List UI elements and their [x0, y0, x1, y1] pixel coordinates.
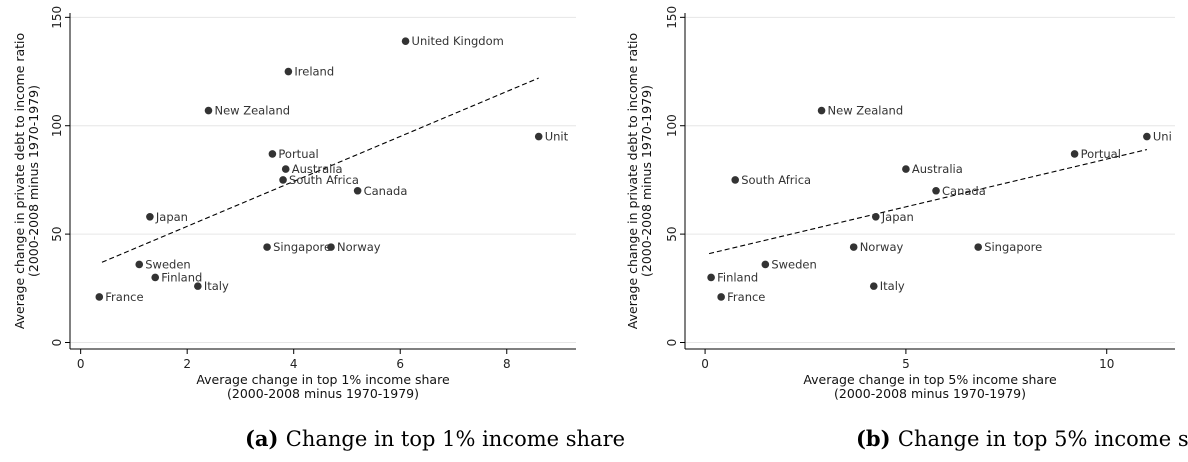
data-point-label: Finland	[717, 270, 758, 284]
data-point-label: Uni	[1153, 130, 1172, 144]
data-point	[717, 293, 725, 301]
panel-a-chart: 0 50 100 150 0 2 4 6 8 Average change in top 1% i…	[12, 6, 625, 451]
data-point-label: Sweden	[145, 257, 190, 271]
data-point	[194, 282, 202, 290]
caption-tag: (b)	[856, 426, 898, 451]
data-point	[869, 282, 878, 290]
y-axis-subtitle: (2000-2008 minus 1970-1979)	[26, 85, 41, 277]
x-tick-label: 8	[503, 357, 511, 371]
data-point-label: Australia	[292, 162, 343, 176]
data-point-label: Unit	[545, 130, 569, 144]
data-point-label: Japan	[881, 210, 914, 224]
y-tick-label: 0	[50, 339, 64, 347]
plot-area: New Zealand Uni Portual Australia South Afri…	[707, 104, 1172, 304]
data-point	[707, 273, 715, 282]
data-point-label: Norway	[337, 240, 381, 254]
plot-area: United Kingdom Ireland New Zealand Unit Port…	[95, 34, 569, 304]
y-axis-title: Average change in private debt to income…	[625, 33, 640, 329]
data-point-label: Portual	[1081, 147, 1121, 161]
data-point-label: Japan	[155, 210, 188, 224]
x-tick-label: 0	[701, 357, 709, 371]
data-point	[871, 212, 880, 221]
panel-b-chart: 0 50 100 150 0 5 10 Average change in top 5% in…	[625, 6, 1188, 451]
data-point	[146, 212, 154, 221]
data-point	[731, 176, 740, 184]
y-tick-label: 100	[50, 114, 64, 137]
y-tick-label: 100	[665, 114, 679, 137]
data-point-label: Canada	[942, 184, 986, 198]
data-point-label: Portual	[278, 147, 318, 161]
x-tick-label: 4	[290, 357, 298, 371]
panel-caption: (a) Change in top 1% income share	[245, 426, 625, 451]
y-tick-label: 150	[50, 6, 64, 29]
data-point-label: Canada	[364, 184, 408, 198]
data-point-label: United Kingdom	[412, 34, 504, 48]
x-axis-subtitle: (2000-2008 minus 1970-1979)	[834, 386, 1026, 401]
data-point	[849, 243, 858, 251]
data-point	[327, 243, 335, 251]
data-point-label: Italy	[880, 279, 905, 293]
data-point-label: South Africa	[289, 173, 359, 187]
x-axis-subtitle: (2000-2008 minus 1970-1979)	[227, 386, 419, 401]
panel-caption: (b) Change in top 5% income share	[856, 426, 1188, 451]
x-axis-title: Average change in top 5% income share	[803, 372, 1057, 387]
x-axis-title: Average change in top 1% income share	[196, 372, 450, 387]
fitted-trend-line	[708, 149, 1148, 255]
x-tick-label: 5	[902, 357, 910, 371]
y-tick-label: 150	[665, 6, 679, 29]
x-tick-label: 2	[183, 357, 191, 371]
data-point	[761, 260, 770, 269]
data-point	[204, 106, 213, 115]
data-point	[974, 243, 982, 251]
data-point-label: Finland	[161, 270, 202, 284]
data-point	[902, 165, 910, 173]
data-point-label: Norway	[860, 240, 904, 254]
caption-text: Change in top 1% income share	[286, 427, 625, 451]
data-point	[401, 37, 410, 45]
data-point-label: New Zealand	[214, 104, 290, 118]
y-axis-subtitle: (2000-2008 minus 1970-1979)	[639, 85, 654, 277]
data-point-label: Singapore	[273, 240, 331, 254]
data-point	[932, 186, 940, 195]
y-tick-label: 50	[50, 226, 64, 241]
data-point-label: France	[727, 290, 765, 304]
data-point-label: Australia	[912, 162, 963, 176]
data-point	[1143, 132, 1151, 141]
data-point	[263, 243, 271, 251]
data-point	[135, 260, 144, 269]
data-point-label: Singapore	[984, 240, 1042, 254]
data-point	[284, 67, 293, 76]
data-point	[1070, 150, 1079, 158]
data-point	[279, 176, 287, 184]
data-point-label: New Zealand	[828, 104, 904, 118]
x-tick-label: 0	[77, 357, 85, 371]
data-point-label: France	[105, 290, 143, 304]
data-point-label: Ireland	[294, 65, 334, 79]
x-tick-label: 10	[1099, 357, 1114, 371]
data-point-label: Italy	[204, 279, 229, 293]
caption-tag: (a)	[245, 426, 286, 451]
y-tick-label: 0	[665, 339, 679, 347]
data-point	[534, 132, 543, 141]
data-point	[95, 293, 104, 301]
data-point-label: South Africa	[741, 173, 811, 187]
data-point	[281, 165, 290, 173]
y-axis-title: Average change in private debt to income…	[12, 33, 27, 329]
caption-text: Change in top 5% income share	[898, 427, 1188, 451]
fitted-trend-line	[101, 77, 539, 263]
data-point	[817, 106, 826, 115]
data-point-label: Sweden	[771, 257, 816, 271]
x-tick-label: 6	[396, 357, 404, 371]
data-point	[353, 186, 362, 195]
y-tick-label: 50	[665, 226, 679, 241]
data-point	[268, 150, 277, 158]
data-point	[151, 273, 160, 282]
